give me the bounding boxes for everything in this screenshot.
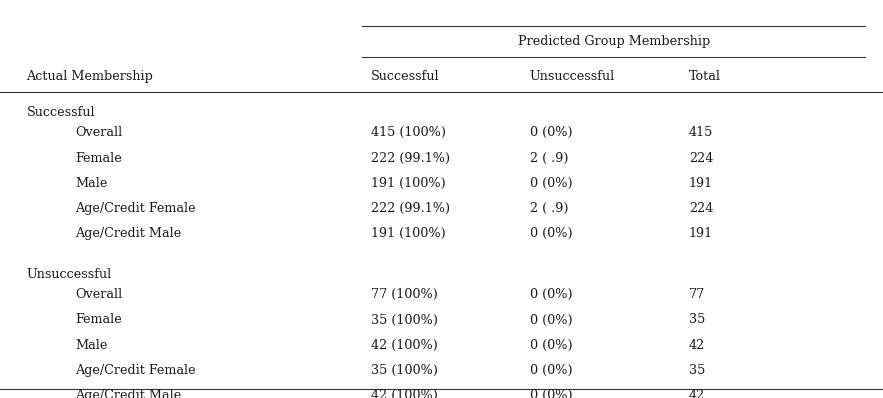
Text: Age/Credit Male: Age/Credit Male (75, 389, 181, 398)
Text: 77 (100%): 77 (100%) (371, 289, 438, 301)
Text: 191: 191 (689, 177, 713, 189)
Text: 0 (0%): 0 (0%) (530, 177, 572, 189)
Text: Successful: Successful (26, 106, 95, 119)
Text: 0 (0%): 0 (0%) (530, 364, 572, 377)
Text: Female: Female (75, 152, 122, 164)
Text: 415 (100%): 415 (100%) (371, 127, 446, 139)
Text: 191 (100%): 191 (100%) (371, 177, 446, 189)
Text: 0 (0%): 0 (0%) (530, 227, 572, 240)
Text: 2 ( .9): 2 ( .9) (530, 152, 569, 164)
Text: 0 (0%): 0 (0%) (530, 289, 572, 301)
Text: 191 (100%): 191 (100%) (371, 227, 446, 240)
Text: 42: 42 (689, 389, 705, 398)
Text: Overall: Overall (75, 127, 123, 139)
Text: 2 ( .9): 2 ( .9) (530, 202, 569, 215)
Text: Overall: Overall (75, 289, 123, 301)
Text: Successful: Successful (371, 70, 440, 83)
Text: 191: 191 (689, 227, 713, 240)
Text: 35: 35 (689, 364, 706, 377)
Text: 222 (99.1%): 222 (99.1%) (371, 152, 450, 164)
Text: 35: 35 (689, 314, 706, 326)
Text: 35 (100%): 35 (100%) (371, 314, 438, 326)
Text: Actual Membership: Actual Membership (26, 70, 154, 83)
Text: Predicted Group Membership: Predicted Group Membership (517, 35, 710, 48)
Text: Age/Credit Male: Age/Credit Male (75, 227, 181, 240)
Text: 35 (100%): 35 (100%) (371, 364, 438, 377)
Text: Unsuccessful: Unsuccessful (26, 268, 112, 281)
Text: Age/Credit Female: Age/Credit Female (75, 202, 196, 215)
Text: Female: Female (75, 314, 122, 326)
Text: 42: 42 (689, 339, 705, 351)
Text: 222 (99.1%): 222 (99.1%) (371, 202, 450, 215)
Text: Unsuccessful: Unsuccessful (530, 70, 615, 83)
Text: 0 (0%): 0 (0%) (530, 389, 572, 398)
Text: 0 (0%): 0 (0%) (530, 127, 572, 139)
Text: 77: 77 (689, 289, 705, 301)
Text: Total: Total (689, 70, 721, 83)
Text: 224: 224 (689, 202, 713, 215)
Text: 0 (0%): 0 (0%) (530, 339, 572, 351)
Text: Age/Credit Female: Age/Credit Female (75, 364, 196, 377)
Text: 0 (0%): 0 (0%) (530, 314, 572, 326)
Text: 415: 415 (689, 127, 713, 139)
Text: Male: Male (75, 339, 108, 351)
Text: 42 (100%): 42 (100%) (371, 389, 438, 398)
Text: 42 (100%): 42 (100%) (371, 339, 438, 351)
Text: 224: 224 (689, 152, 713, 164)
Text: Male: Male (75, 177, 108, 189)
